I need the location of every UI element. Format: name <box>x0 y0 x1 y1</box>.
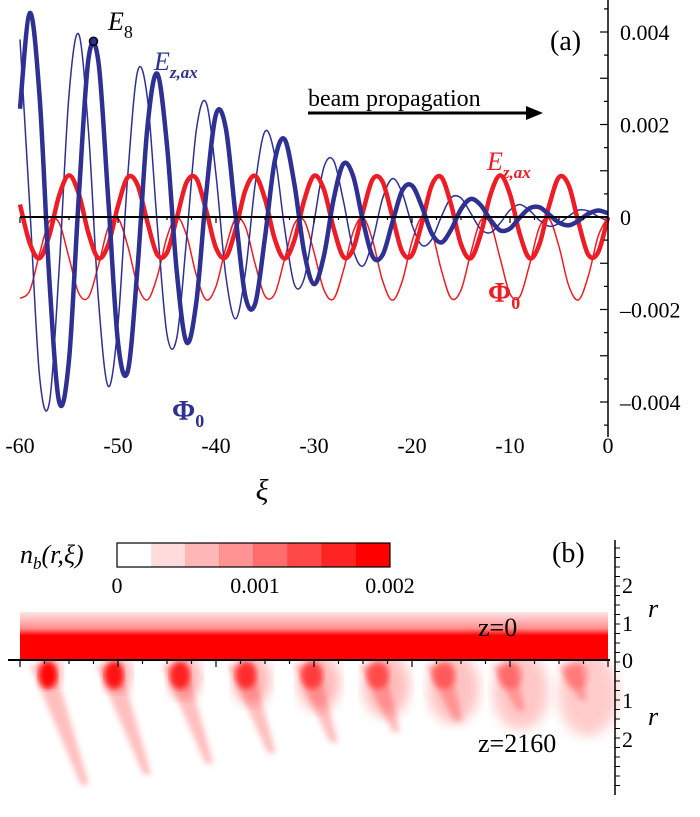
bunch-body <box>428 653 479 724</box>
bunch-body <box>363 654 410 718</box>
y-axis-ticks: 0.004 0.002 0 –0.002 –0.004 <box>600 8 681 426</box>
bunch-tail <box>96 665 152 775</box>
colorbar-tick-0.002: 0.002 <box>365 573 415 598</box>
bunch <box>294 655 340 743</box>
e8-marker <box>88 36 99 46</box>
bunch-body <box>558 652 618 736</box>
z0-density-band <box>20 612 608 659</box>
x-tick-label: -60 <box>5 433 34 458</box>
bunch-head <box>39 661 57 689</box>
bunch-head <box>563 661 589 689</box>
red-phi-label: Φ0 <box>488 278 520 313</box>
r-tick-bottom-1: 1 <box>622 688 633 713</box>
x-tick-label: -20 <box>397 433 426 458</box>
arrow-head-icon <box>526 106 543 120</box>
y-tick-label: –0.002 <box>619 298 681 323</box>
e8-label: E8 <box>107 7 133 42</box>
colorbar-level <box>355 543 391 567</box>
series-blue-ez <box>17 10 609 409</box>
z2160-bunches <box>30 652 618 785</box>
colorbar-level <box>151 543 186 567</box>
series-red-ez <box>17 173 611 261</box>
bunch-head <box>301 661 323 689</box>
y-tick-label: 0 <box>620 205 631 230</box>
bunch <box>228 655 276 754</box>
colorbar-level <box>117 543 152 567</box>
beam-propagation-label: beam propagation <box>308 86 481 112</box>
r-axis-label-bottom: r <box>648 702 659 731</box>
colorbar-level <box>287 543 323 567</box>
colorbar <box>117 543 391 567</box>
colorbar-tick-0: 0 <box>112 573 123 598</box>
x-tick-label: -50 <box>103 433 132 458</box>
y-tick-label: –0.004 <box>619 390 681 415</box>
colorbar-level <box>219 543 254 567</box>
bunch <box>96 657 152 775</box>
blue-ez-label: Ez,ax <box>153 47 198 82</box>
red-ez-label: Ez,ax <box>486 147 531 182</box>
curves-layer <box>17 10 611 412</box>
r-axis-ticks <box>615 547 620 786</box>
colorbar-level <box>321 543 357 567</box>
bunch <box>30 658 89 785</box>
colorbar-level <box>253 543 289 567</box>
r-tick-top-2: 2 <box>622 573 633 598</box>
colorbar-label: nb(r,ξ) <box>20 540 84 573</box>
bunch <box>558 652 618 736</box>
panel-b-x-ticks <box>19 660 609 667</box>
panel-label-b: (b) <box>552 538 585 569</box>
bunch <box>360 654 410 732</box>
z0-label: z=0 <box>478 613 517 642</box>
r-axis-label-top: r <box>648 594 659 623</box>
y-tick-label: 0.004 <box>620 20 670 45</box>
series-blue-phi <box>19 32 609 412</box>
bunch <box>492 652 549 730</box>
bunch-head <box>104 661 124 689</box>
bunch-head <box>170 661 190 689</box>
bunch-tail <box>30 665 89 785</box>
bunch-head <box>366 661 390 689</box>
colorbar-tick-0.001: 0.001 <box>230 573 280 598</box>
panel-b-heatmap: 2 1 0 1 2 r r (b) z=0 z=2160 nb(r,ξ) 0 0… <box>8 538 659 795</box>
bunch-body <box>493 652 549 730</box>
bunch-head <box>235 661 257 689</box>
panel-label-a: (a) <box>550 26 581 57</box>
z2160-label: z=2160 <box>478 729 556 758</box>
blue-phi-label: Φ0 <box>172 396 204 431</box>
x-tick-label: -10 <box>495 433 524 458</box>
r-tick-0: 0 <box>622 648 633 673</box>
r-tick-top-1: 1 <box>622 611 633 636</box>
y-tick-label: 0.002 <box>620 113 670 138</box>
bunch-head <box>497 661 523 689</box>
bunch-head <box>432 661 456 689</box>
x-axis-label: ξ <box>256 474 269 507</box>
r-tick-bottom-2: 2 <box>622 727 633 752</box>
x-tick-label: -30 <box>299 433 328 458</box>
bunch <box>162 656 214 764</box>
colorbar-frame <box>116 542 391 568</box>
x-tick-label: -40 <box>201 433 230 458</box>
colorbar-level <box>185 543 220 567</box>
x-axis-ticks: -60 -50 -40 -30 -20 -10 0 <box>5 433 613 458</box>
bunch <box>426 653 479 724</box>
x-tick-label: 0 <box>603 433 614 458</box>
